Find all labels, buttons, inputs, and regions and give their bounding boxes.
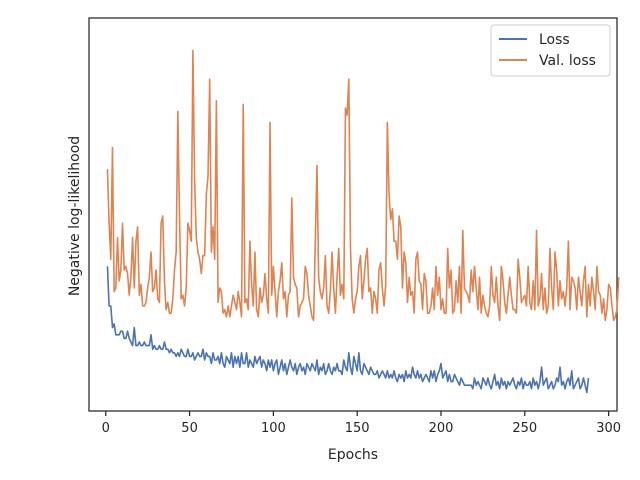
legend-label-loss: Loss bbox=[539, 32, 570, 48]
series-line-val-loss bbox=[106, 49, 620, 322]
legend: Loss Val. loss bbox=[490, 24, 611, 77]
x-tick-label: 300 bbox=[596, 421, 621, 436]
series-line-loss bbox=[106, 266, 590, 394]
plot-area bbox=[88, 17, 618, 412]
x-tick-label: 200 bbox=[429, 421, 454, 436]
x-axis-label: Epochs bbox=[328, 447, 378, 463]
x-tick-label: 250 bbox=[512, 421, 537, 436]
x-tick-label: 150 bbox=[345, 421, 370, 436]
legend-frame bbox=[490, 24, 611, 77]
x-tick-label: 50 bbox=[181, 421, 198, 436]
x-axis-ticks: 0 50 100 150 200 250 300 bbox=[102, 411, 621, 436]
legend-label-val-loss: Val. loss bbox=[539, 53, 596, 69]
y-axis-label: Negative log-likelihood bbox=[67, 136, 83, 296]
series-layer bbox=[106, 49, 620, 394]
x-tick-label: 100 bbox=[261, 421, 286, 436]
x-tick-label: 0 bbox=[102, 421, 110, 436]
